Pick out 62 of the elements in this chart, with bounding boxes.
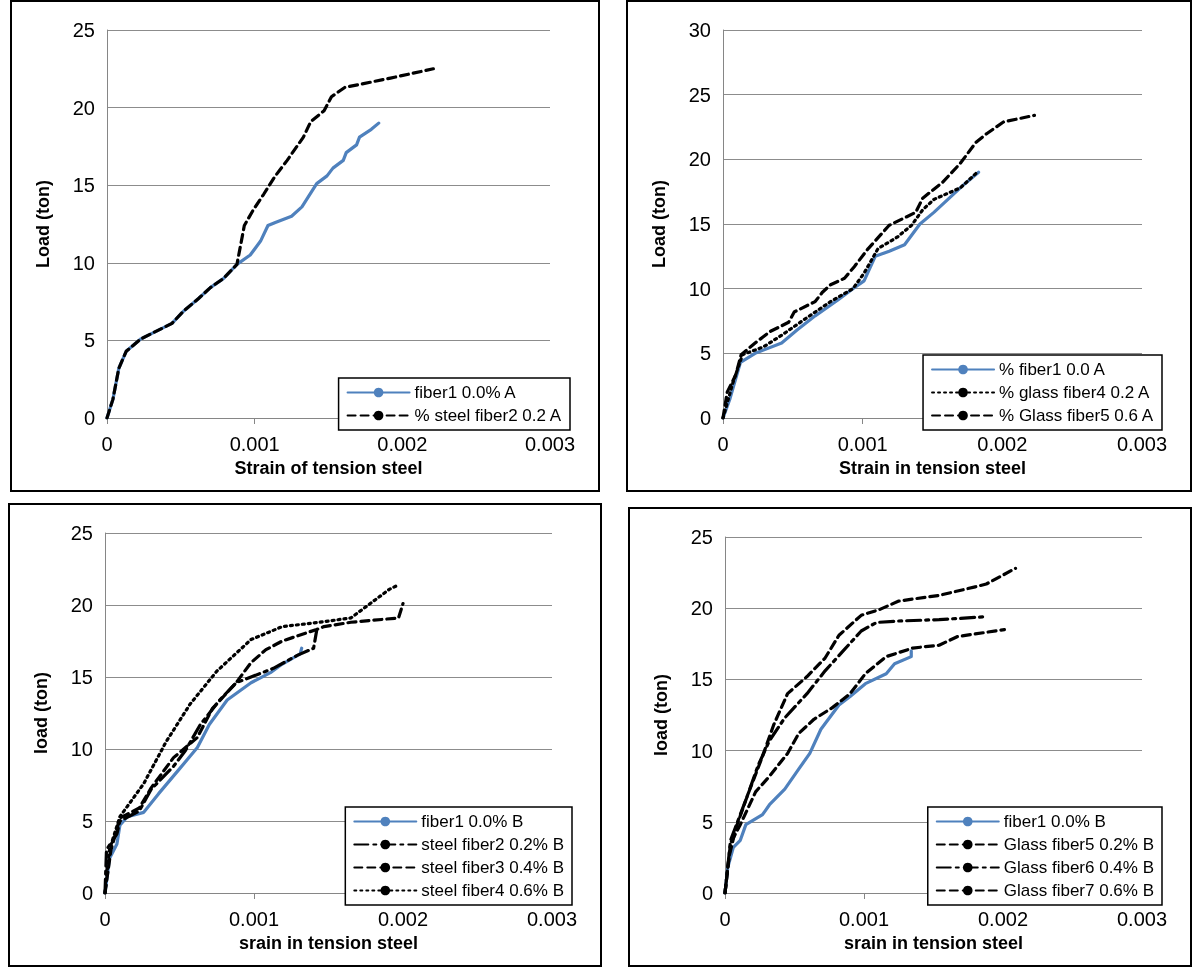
x-tick-label: 0 <box>101 433 113 455</box>
legend-label: fiber1 0.0% B <box>1003 812 1106 831</box>
y-tick-label: 10 <box>690 739 713 762</box>
y-tick-label: 5 <box>699 342 711 365</box>
x-tick-label: 0.002 <box>977 433 1028 455</box>
y-tick-label: 15 <box>688 213 711 235</box>
x-tick-label: 0.001 <box>228 908 280 930</box>
y-axis-title: Load (ton) <box>649 180 669 268</box>
y-tick-label: 0 <box>83 407 95 429</box>
x-tick-label: 0.001 <box>837 433 888 455</box>
y-axis-title: load (ton) <box>651 674 671 756</box>
x-tick-label: 0 <box>719 908 731 930</box>
y-tick-label: 0 <box>81 882 93 904</box>
legend-label: fiber1 0.0% A <box>414 383 517 402</box>
y-tick-label: 20 <box>70 594 93 616</box>
legend-label: % steel fiber2 0.2 A <box>414 406 562 425</box>
legend-label: fiber1 0.0% B <box>421 812 524 831</box>
y-axis-title: Load (ton) <box>33 180 53 268</box>
x-tick-label: 0.002 <box>977 908 1029 930</box>
legend-label: steel fiber2 0.2% B <box>421 835 565 854</box>
y-tick-label: 5 <box>701 810 713 833</box>
legend-label: Glass fiber5 0.2% B <box>1003 835 1155 854</box>
x-tick-label: 0 <box>99 908 111 930</box>
x-tick-label: 0.003 <box>1116 908 1168 930</box>
legend-label: % glass fiber4 0.2 A <box>999 383 1150 402</box>
legend-label: % Glass fiber5 0.6 A <box>999 406 1154 425</box>
x-axis-title: Strain in tension steel <box>838 457 1027 478</box>
y-tick-label: 10 <box>72 251 95 274</box>
legend-label: steel fiber4 0.6% B <box>421 881 565 900</box>
y-tick-label: 5 <box>81 810 93 832</box>
y-tick-label: 0 <box>699 407 711 429</box>
x-tick-label: 0.003 <box>526 908 578 930</box>
x-tick-label: 0.002 <box>377 433 428 455</box>
x-tick-label: 0.001 <box>229 433 280 455</box>
y-tick-label: 25 <box>690 526 713 548</box>
y-tick-label: 0 <box>701 882 713 904</box>
y-tick-label: 25 <box>688 83 711 106</box>
x-axis-title: srain in tension steel <box>238 932 419 953</box>
x-axis-title: srain in tension steel <box>843 932 1024 953</box>
x-axis-title: Strain of tension steel <box>234 457 423 478</box>
y-tick-label: 10 <box>688 277 711 300</box>
x-tick-label: 0 <box>717 433 729 455</box>
y-tick-label: 15 <box>72 174 95 197</box>
y-tick-label: 15 <box>690 668 713 691</box>
x-tick-label: 0.002 <box>377 908 429 930</box>
y-tick-label: 5 <box>83 329 95 352</box>
x-tick-label: 0.003 <box>1116 433 1168 455</box>
legend-label: Glass fiber7 0.6% B <box>1003 881 1155 900</box>
legend-label: % fiber1 0.0 A <box>999 360 1106 379</box>
x-tick-label: 0.001 <box>838 908 890 930</box>
y-tick-label: 20 <box>690 597 713 620</box>
y-tick-label: 30 <box>688 19 711 41</box>
legend-label: Glass fiber6 0.4% B <box>1003 858 1155 877</box>
legend-label: steel fiber3 0.4% B <box>421 858 565 877</box>
x-tick-label: 0.003 <box>524 433 576 455</box>
y-tick-label: 15 <box>70 666 93 688</box>
y-tick-label: 25 <box>70 522 93 544</box>
y-axis-title: load (ton) <box>31 672 51 754</box>
y-tick-label: 20 <box>688 148 711 171</box>
y-tick-label: 10 <box>70 738 93 760</box>
y-tick-label: 25 <box>72 19 95 41</box>
y-tick-label: 20 <box>72 96 95 119</box>
